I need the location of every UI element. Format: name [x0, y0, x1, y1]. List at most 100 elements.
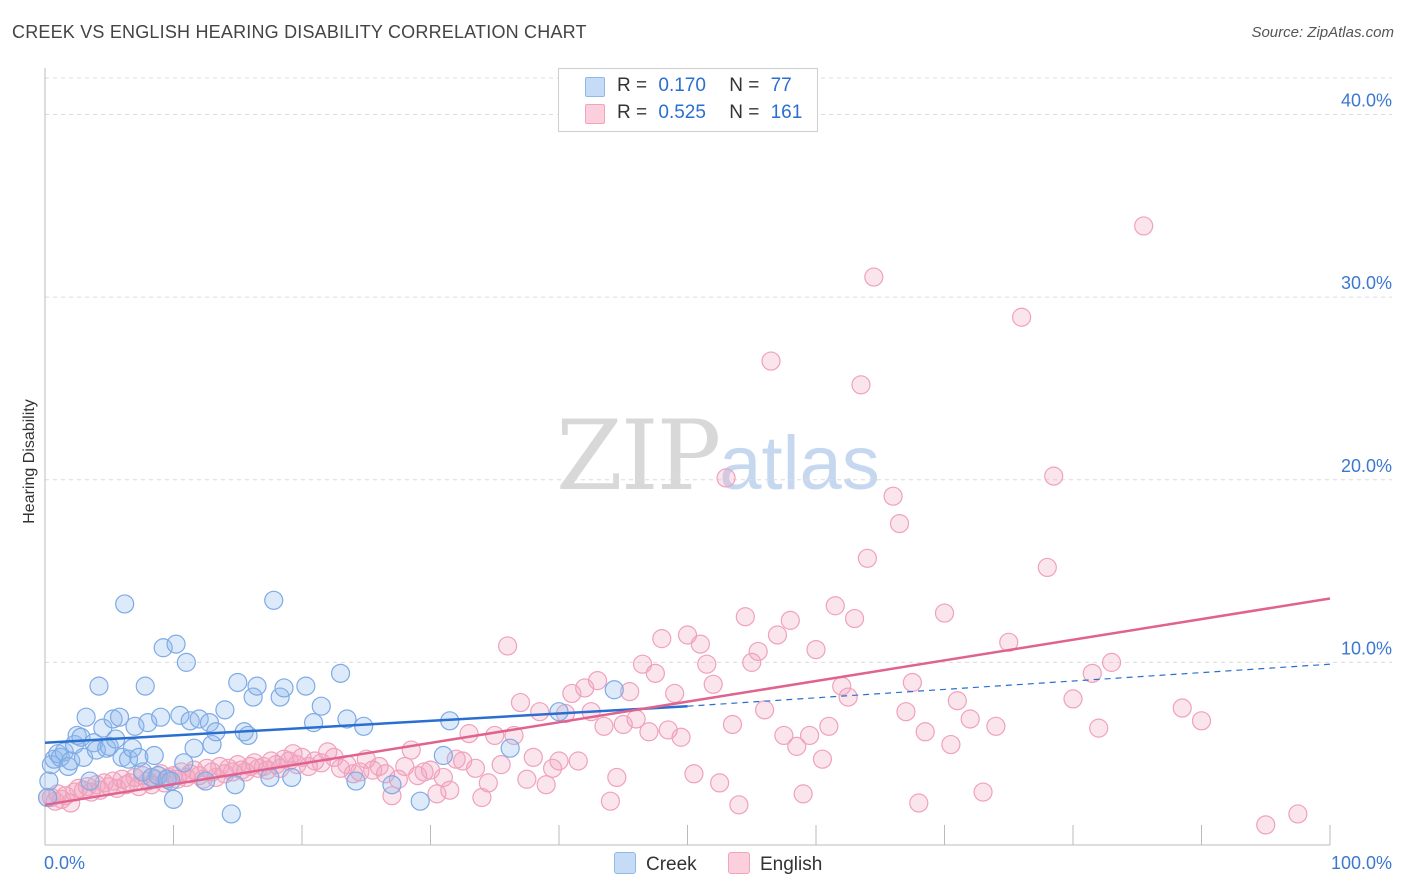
- creek-point: [500, 738, 520, 758]
- english-point: [639, 722, 659, 742]
- creek-point: [337, 709, 357, 729]
- y-axis-label: Hearing Disability: [21, 399, 38, 524]
- creek-point: [103, 709, 123, 729]
- legend-english-text: R = 0.525 N = 161: [617, 102, 802, 124]
- creek-point: [604, 680, 624, 700]
- creek-point: [296, 676, 316, 696]
- bottom-english-swatch: [728, 852, 750, 874]
- creek-point: [125, 716, 145, 736]
- english-point: [465, 758, 486, 778]
- english-point: [883, 486, 903, 506]
- english-point: [838, 687, 858, 707]
- y-tick-label: 10.0%: [1341, 638, 1392, 658]
- english-point: [414, 762, 434, 782]
- english-point: [536, 775, 556, 795]
- english-point: [1134, 216, 1154, 236]
- creek-point: [174, 753, 194, 773]
- creek-point: [238, 725, 258, 746]
- english-point: [722, 714, 743, 735]
- creek-point: [163, 789, 184, 809]
- creek-point: [247, 676, 267, 696]
- english-point: [459, 724, 479, 744]
- english-point: [710, 773, 730, 793]
- english-point: [806, 639, 826, 660]
- creek-point: [153, 638, 173, 658]
- english-point: [1288, 804, 1308, 824]
- english-point: [851, 375, 871, 395]
- english-n-value: 161: [770, 102, 803, 123]
- watermark: ZIPatlas: [556, 400, 880, 512]
- english-point: [665, 683, 685, 704]
- english-point: [934, 603, 955, 623]
- english-trend-line: [44, 597, 1331, 807]
- english-point: [812, 749, 833, 769]
- creek-point: [311, 696, 331, 716]
- english-point: [485, 725, 505, 746]
- english-point: [729, 795, 749, 815]
- creek-point: [282, 767, 302, 788]
- english-r-label: R =: [617, 102, 648, 123]
- english-point: [510, 692, 531, 713]
- creek-point: [135, 676, 155, 696]
- english-point: [1037, 557, 1057, 578]
- english-point: [960, 709, 980, 729]
- english-point: [542, 758, 563, 778]
- english-point: [703, 674, 723, 694]
- creek-point: [76, 707, 96, 727]
- creek-point: [221, 804, 241, 824]
- english-point: [819, 716, 839, 736]
- english-point: [382, 786, 402, 806]
- x-tick-label-max: 100.0%: [1331, 853, 1392, 873]
- english-point: [896, 702, 916, 722]
- creek-point: [274, 678, 294, 698]
- english-point: [748, 641, 768, 662]
- creek-point: [39, 771, 59, 791]
- english-point: [600, 791, 621, 811]
- x-tick-label-min: 0.0%: [44, 853, 85, 873]
- english-point: [549, 751, 569, 771]
- creek-point: [549, 702, 569, 722]
- english-point: [1089, 718, 1109, 738]
- grid: [45, 77, 1392, 663]
- english-point: [793, 784, 813, 804]
- creek-point: [184, 738, 204, 758]
- english-point: [684, 764, 704, 784]
- creek-point: [166, 634, 186, 654]
- english-point: [498, 636, 518, 656]
- creek-point: [264, 590, 284, 610]
- english-point: [530, 702, 550, 722]
- creek-trend-extension: [687, 663, 1331, 707]
- english-point: [427, 784, 447, 804]
- english-point: [690, 634, 710, 654]
- creek-point: [382, 775, 402, 795]
- creek-point: [115, 594, 135, 614]
- legend-creek-text: R = 0.170 N = 77: [617, 75, 792, 97]
- creek-n-label: N =: [729, 75, 760, 96]
- english-point: [652, 629, 672, 649]
- correlation-legend: R = 0.170 N = 77 R = 0.525 N = 161: [558, 68, 818, 132]
- creek-point: [109, 707, 130, 727]
- english-point: [973, 782, 993, 802]
- english-point: [864, 267, 884, 287]
- english-point: [671, 727, 691, 747]
- creek-point: [189, 709, 209, 729]
- english-point: [1011, 307, 1032, 327]
- english-swatch: [585, 104, 605, 124]
- english-points: [37, 216, 1308, 835]
- creek-point: [37, 787, 58, 808]
- english-point: [645, 663, 665, 683]
- english-point: [478, 773, 498, 793]
- creek-point: [176, 652, 196, 672]
- chart-title: CREEK VS ENGLISH HEARING DISABILITY CORR…: [12, 22, 587, 42]
- english-point: [1044, 466, 1064, 486]
- creek-point: [228, 672, 248, 693]
- english-point: [369, 756, 389, 777]
- tick-labels: 10.0% 20.0% 30.0% 40.0% 0.0% 100.0% Hearing Di…: [21, 91, 1392, 873]
- creek-point: [330, 663, 351, 683]
- english-point: [767, 625, 788, 645]
- creek-point: [129, 747, 149, 767]
- english-point: [594, 716, 614, 736]
- creek-point: [151, 707, 171, 727]
- creek-point: [133, 762, 153, 782]
